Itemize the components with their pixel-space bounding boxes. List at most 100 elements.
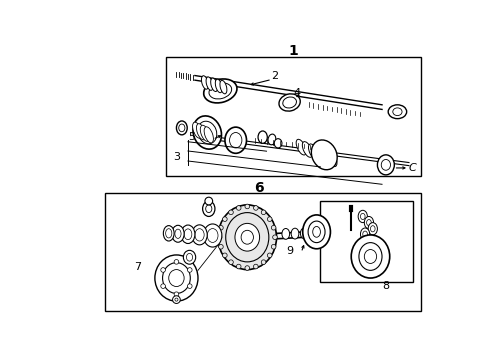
Bar [320, 201, 413, 282]
Circle shape [219, 244, 223, 249]
Bar [105, 193, 420, 311]
Ellipse shape [302, 141, 312, 157]
Bar [167, 57, 420, 176]
Circle shape [236, 264, 241, 269]
Circle shape [271, 225, 276, 230]
Circle shape [219, 225, 223, 230]
Circle shape [188, 267, 192, 272]
Circle shape [261, 210, 266, 215]
Text: 2: 2 [270, 71, 278, 81]
Ellipse shape [201, 76, 208, 89]
Ellipse shape [311, 140, 337, 170]
Ellipse shape [166, 229, 172, 238]
Circle shape [245, 204, 249, 209]
Ellipse shape [169, 270, 184, 287]
Text: 9: 9 [286, 246, 293, 256]
Ellipse shape [363, 231, 368, 237]
Circle shape [268, 253, 272, 258]
Circle shape [268, 217, 272, 221]
Ellipse shape [225, 127, 246, 153]
Circle shape [261, 260, 266, 265]
Ellipse shape [365, 216, 373, 229]
Circle shape [245, 266, 249, 270]
Circle shape [222, 253, 227, 258]
Circle shape [217, 235, 222, 239]
Ellipse shape [204, 79, 237, 103]
Ellipse shape [361, 213, 365, 220]
Circle shape [174, 292, 179, 297]
Circle shape [222, 217, 227, 221]
Circle shape [271, 244, 276, 249]
Ellipse shape [327, 151, 337, 167]
Text: 6: 6 [254, 181, 264, 195]
Ellipse shape [361, 228, 370, 240]
Ellipse shape [365, 249, 377, 264]
Ellipse shape [192, 225, 207, 245]
Ellipse shape [207, 229, 218, 242]
Ellipse shape [282, 229, 290, 239]
Ellipse shape [296, 139, 306, 155]
Circle shape [174, 260, 179, 264]
Circle shape [253, 206, 258, 210]
Ellipse shape [274, 139, 282, 148]
Ellipse shape [209, 83, 232, 99]
Ellipse shape [358, 210, 368, 222]
Ellipse shape [193, 116, 221, 149]
Ellipse shape [308, 221, 325, 243]
Text: 4: 4 [294, 88, 301, 98]
Circle shape [273, 235, 277, 239]
Ellipse shape [204, 127, 214, 143]
Ellipse shape [197, 121, 217, 144]
Ellipse shape [163, 226, 174, 241]
Ellipse shape [283, 97, 296, 108]
Ellipse shape [377, 155, 394, 175]
Text: 1: 1 [289, 44, 298, 58]
Ellipse shape [181, 225, 195, 243]
Ellipse shape [220, 80, 227, 94]
Ellipse shape [393, 108, 402, 116]
Ellipse shape [175, 229, 181, 238]
Ellipse shape [313, 226, 320, 237]
Text: 3: 3 [173, 152, 180, 162]
Ellipse shape [381, 159, 391, 170]
Ellipse shape [183, 250, 196, 264]
Circle shape [161, 284, 166, 288]
Ellipse shape [303, 215, 330, 249]
Text: 7: 7 [134, 261, 141, 271]
Circle shape [161, 267, 166, 272]
Ellipse shape [388, 105, 407, 119]
Ellipse shape [196, 124, 206, 140]
Text: 5: 5 [188, 132, 196, 142]
Circle shape [188, 284, 192, 288]
Ellipse shape [359, 243, 382, 270]
Ellipse shape [315, 146, 325, 162]
Circle shape [205, 197, 213, 205]
Ellipse shape [300, 228, 308, 239]
Ellipse shape [258, 131, 268, 143]
Circle shape [229, 210, 233, 215]
Ellipse shape [215, 79, 222, 93]
Ellipse shape [186, 253, 193, 261]
Ellipse shape [163, 263, 190, 293]
Ellipse shape [218, 205, 276, 270]
Ellipse shape [268, 134, 276, 145]
Ellipse shape [368, 222, 377, 235]
Ellipse shape [370, 226, 375, 232]
Ellipse shape [241, 230, 253, 244]
Ellipse shape [351, 235, 390, 278]
Ellipse shape [211, 78, 218, 91]
Ellipse shape [279, 94, 300, 111]
Ellipse shape [200, 125, 210, 141]
Ellipse shape [291, 228, 299, 239]
Circle shape [236, 206, 241, 210]
Circle shape [172, 296, 180, 303]
Ellipse shape [309, 144, 318, 159]
Circle shape [229, 260, 233, 265]
Ellipse shape [229, 132, 242, 148]
Ellipse shape [172, 225, 184, 242]
Ellipse shape [321, 149, 331, 164]
Ellipse shape [203, 224, 222, 247]
Circle shape [253, 264, 258, 269]
Text: C: C [409, 163, 416, 173]
Ellipse shape [367, 220, 371, 226]
